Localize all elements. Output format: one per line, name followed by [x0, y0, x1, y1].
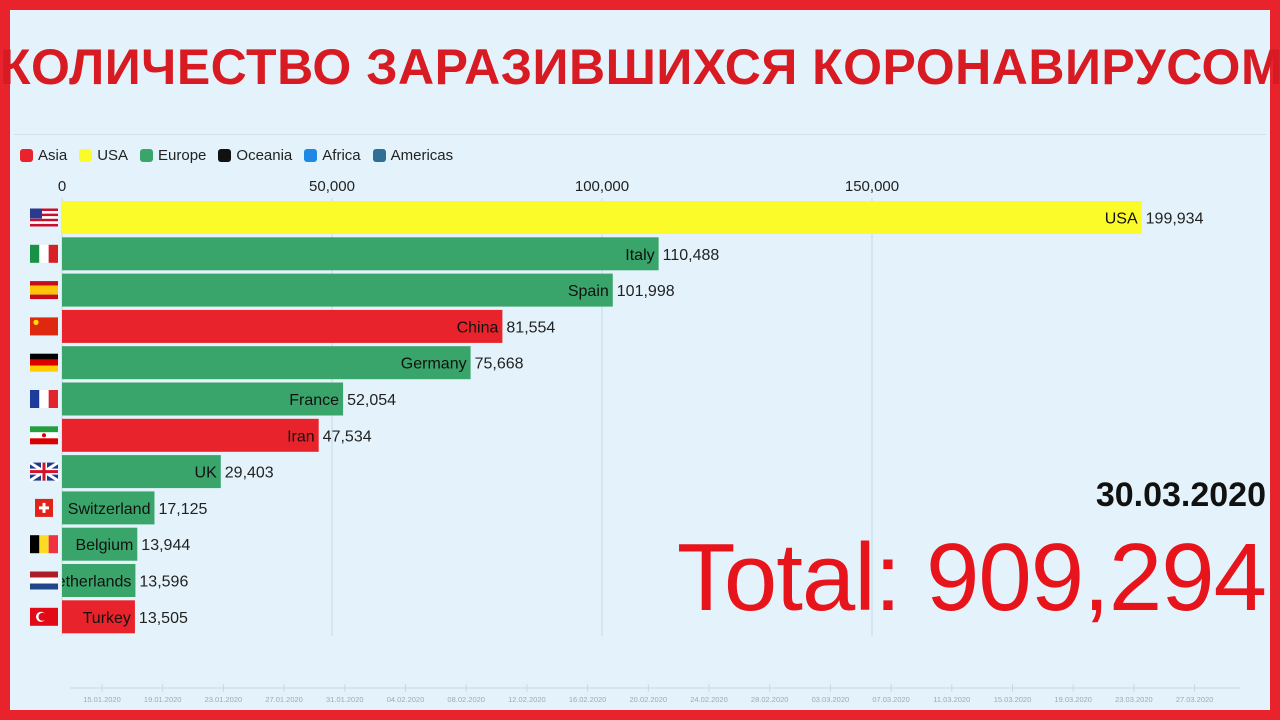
bar-value-label: 110,488: [663, 247, 720, 264]
legend-item-asia: Asia: [20, 147, 67, 164]
timeline-date-label: 08.02.2020: [447, 695, 485, 704]
timeline-date-label: 19.03.2020: [1054, 695, 1092, 704]
timeline-date-label: 16.02.2020: [569, 695, 607, 704]
bar-value-label: 81,554: [506, 319, 555, 336]
bar-country-label: UK: [195, 465, 218, 482]
bar-value-label: 101,998: [617, 283, 675, 300]
legend-label: Asia: [38, 147, 68, 164]
bar-value-label: 52,054: [347, 392, 396, 409]
legend-item-americas: Americas: [372, 147, 454, 164]
bar-value-label: 199,934: [1146, 211, 1204, 228]
bar-country-label: Iran: [287, 428, 315, 445]
timeline-date-label: 23.01.2020: [205, 695, 243, 704]
legend-item-africa: Africa: [304, 147, 361, 164]
gb-flag-icon: [29, 461, 59, 482]
timeline-date-label: 31.01.2020: [326, 695, 364, 704]
bar-uk: [62, 455, 221, 489]
timeline-date-label: 23.03.2020: [1115, 695, 1153, 704]
legend-swatch: [20, 149, 33, 162]
timeline-date-label: 07.03.2020: [872, 695, 910, 704]
x-tick-label: 50,000: [309, 178, 355, 195]
cn-flag-icon: [30, 317, 58, 336]
timeline-date-label: 04.02.2020: [387, 695, 425, 704]
bar-country-label: Germany: [401, 356, 467, 373]
bar-value-label: 13,944: [141, 537, 190, 554]
bar-italy: [62, 237, 659, 271]
bar-belgium: [62, 527, 138, 561]
x-tick-label: 100,000: [575, 178, 629, 195]
timeline-date-label: 19.01.2020: [144, 695, 182, 704]
bar-usa: [62, 201, 1142, 234]
bar-germany: [62, 346, 471, 380]
legend-label: Oceania: [236, 147, 293, 164]
bar-country-label: China: [457, 319, 499, 336]
ch-flag-icon: [35, 498, 53, 517]
timeline-date-label: 03.03.2020: [812, 695, 850, 704]
bar-country-label: Italy: [625, 247, 654, 264]
legend-swatch: [79, 149, 93, 162]
bar-country-label: Belgium: [75, 537, 133, 554]
legend-label: Europe: [158, 147, 207, 164]
timeline-date-label: 28.02.2020: [751, 695, 789, 704]
timeline-date-label: 12.02.2020: [508, 695, 546, 704]
bar-value-label: 17,125: [158, 501, 207, 518]
bar-country-label: Turkey: [83, 610, 131, 627]
legend-swatch: [140, 149, 154, 162]
bar-country-label: Switzerland: [68, 501, 151, 518]
legend-item-oceania: Oceania: [218, 147, 292, 164]
tr-flag-icon: [30, 607, 58, 626]
legend-item-europe: Europe: [140, 147, 206, 164]
bar-spain: [62, 273, 613, 307]
bar-france: [62, 382, 344, 416]
divider: [14, 134, 1266, 135]
bar-netherlands: [62, 564, 136, 597]
bar-value-label: 29,403: [225, 465, 274, 482]
bar-value-label: 13,505: [139, 610, 188, 627]
legend-item-usa: USA: [79, 147, 128, 164]
us-flag-icon: [30, 208, 58, 227]
legend-label: Americas: [390, 147, 454, 164]
current-date: 30.03.2020: [1095, 476, 1266, 514]
nl-flag-icon: [30, 571, 58, 590]
timeline-date-label: 27.03.2020: [1176, 695, 1214, 704]
bar-china: [62, 309, 503, 343]
es-flag-icon: [30, 281, 58, 300]
timeline-date-label: 20.02.2020: [630, 695, 668, 704]
bar-switzerland: [62, 491, 155, 525]
total-count: Total: 909,294: [676, 524, 1267, 631]
be-flag-icon: [30, 535, 58, 554]
legend-label: Africa: [322, 147, 361, 164]
bar-iran: [62, 418, 319, 452]
x-tick-label: 150,000: [845, 178, 899, 195]
bar-country-label: France: [289, 392, 339, 409]
fr-flag-icon: [30, 390, 58, 408]
timeline-date-label: 27.01.2020: [265, 695, 303, 704]
bar-country-label: Spain: [568, 283, 609, 300]
bar-country-label: Netherlands: [45, 574, 131, 591]
timeline-date-label: 24.02.2020: [690, 695, 728, 704]
timeline-date-label: 11.03.2020: [933, 695, 970, 704]
chart-legend: Asia USA Europe Oceania Africa Americas: [20, 147, 453, 164]
legend-swatch: [304, 149, 318, 162]
ir-flag-icon: [30, 426, 58, 445]
legend-swatch: [218, 149, 232, 162]
bar-value-label: 13,596: [139, 574, 188, 591]
it-flag-icon: [30, 244, 58, 263]
bar-country-label: USA: [1105, 211, 1138, 228]
page-title: КОЛИЧЕСТВО ЗАРАЗИВШИХСЯ КОРОНАВИРУСОМ: [0, 39, 1280, 95]
legend-swatch: [372, 149, 386, 162]
timeline-date-label: 15.01.2020: [83, 695, 121, 704]
de-flag-icon: [30, 353, 58, 372]
legend-label: USA: [97, 147, 129, 164]
timeline-date-label: 15.03.2020: [994, 695, 1032, 704]
x-tick-label: 0: [58, 178, 66, 195]
bar-value-label: 47,534: [323, 428, 372, 445]
bar-value-label: 75,668: [475, 356, 524, 373]
bar-turkey: [62, 600, 135, 634]
